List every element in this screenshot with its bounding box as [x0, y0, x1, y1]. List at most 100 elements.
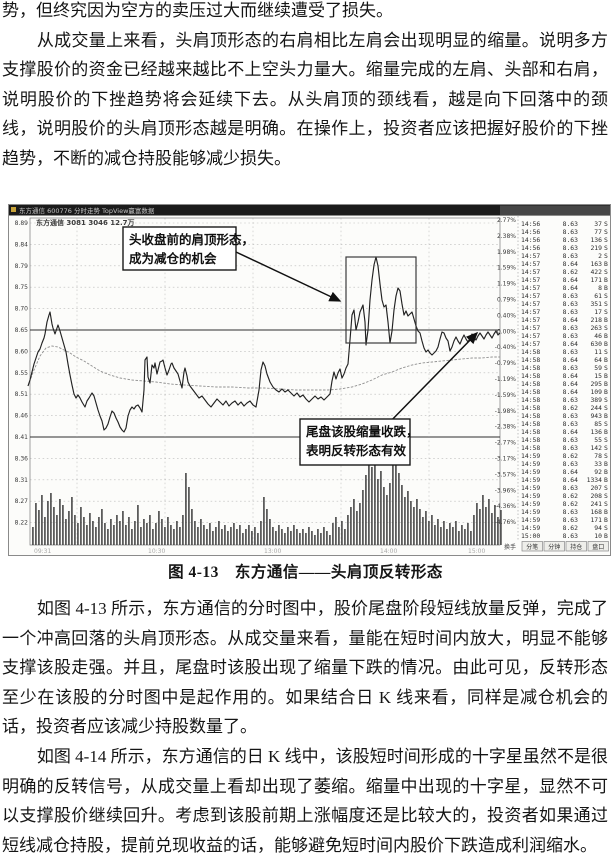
- price-tick-label: 8.22: [15, 520, 29, 527]
- price-tick-label: 8.60: [15, 348, 29, 355]
- trade-flag: B: [604, 460, 608, 468]
- volume-bar: [350, 507, 352, 545]
- trade-flag: S: [604, 492, 608, 500]
- volume-bar: [488, 499, 490, 545]
- trade-flag: S: [604, 244, 608, 252]
- volume-bar: [377, 479, 379, 545]
- volume-bar: [149, 515, 151, 545]
- trade-price: 8.63: [563, 444, 579, 452]
- volume-bar: [227, 531, 229, 545]
- trade-row: 14:57 8.63 46 B: [521, 332, 608, 340]
- trade-time: 14:57: [521, 332, 540, 340]
- volume-bar: [35, 503, 37, 545]
- trade-volume: 37: [594, 220, 602, 228]
- volume-bar: [266, 509, 268, 545]
- trade-volume: 85: [594, 420, 602, 428]
- time-axis: 09:31 10:30 13:00 14:00 15:00: [34, 548, 485, 555]
- trade-row: 14:59 8.63 207 S: [521, 484, 608, 492]
- left-price-axis: 8.89 8.84 8.79 8.75 8.70 8.65 8.60 8.55 8.51 8.46…: [15, 220, 29, 527]
- volume-bar: [335, 517, 337, 545]
- volume-bar: [317, 529, 319, 545]
- volume-bar: [311, 531, 313, 545]
- trade-price: 8.64: [563, 356, 579, 364]
- trade-price: 8.63: [563, 420, 579, 428]
- volume-bar: [305, 533, 307, 545]
- trade-row: 14:59 8.62 78 S: [521, 452, 608, 460]
- volume-bar: [74, 515, 76, 545]
- volume-bar: [164, 527, 166, 545]
- trade-volume: 630: [590, 340, 602, 348]
- trade-flag: S: [604, 404, 608, 412]
- annotation-arrow: [381, 331, 479, 431]
- trade-time: 14:59: [521, 452, 540, 460]
- stock-info-line: 东方通信 3081 3046 12.7万: [36, 218, 135, 227]
- volume-bar: [293, 525, 295, 545]
- annotation-text: 成为减仓的机会: [129, 251, 217, 266]
- volume-bar: [110, 519, 112, 545]
- titlebar-noise: [500, 205, 610, 215]
- volume-bar: [71, 497, 73, 545]
- volume-bar: [44, 517, 46, 545]
- annotation-text: 尾盘该股缩量收跌，: [306, 424, 419, 439]
- volume-bar: [62, 505, 64, 545]
- annotation-arrow: [235, 251, 342, 302]
- volume-bar: [122, 511, 124, 545]
- trade-volume: 219: [590, 244, 602, 252]
- volume-bar: [449, 523, 451, 545]
- volume-bar: [431, 515, 433, 545]
- volume-bar: [230, 527, 232, 545]
- volume-bar: [365, 475, 367, 545]
- window-titlebar: [9, 205, 610, 216]
- percent-tick-label: -3.96%: [495, 487, 517, 494]
- trade-time: 14:56: [521, 244, 540, 252]
- trade-price: 8.64: [563, 340, 579, 348]
- trade-time: 14:59: [521, 468, 540, 476]
- trade-row: 14:59 8.62 208 S: [521, 492, 608, 500]
- volume-bar: [98, 517, 100, 545]
- trade-time: 14:58: [521, 412, 540, 420]
- trade-time: 14:56: [521, 228, 540, 236]
- trade-volume: 136: [590, 428, 602, 436]
- trade-volume: 142: [590, 444, 602, 452]
- percent-tick-label: -3.17%: [495, 456, 517, 463]
- trade-price: 8.62: [563, 268, 579, 276]
- trade-row: 14:57 8.64 163 B: [521, 260, 608, 268]
- percent-tick-label: 0.40%: [497, 312, 516, 319]
- volume-bar: [359, 503, 361, 545]
- time-tick-label: 15:00: [468, 548, 485, 555]
- trade-flag: S: [604, 524, 608, 532]
- paragraph-volume-analysis: 从成交量上来看，头肩顶形态的右肩相比左肩会出现明显的缩量。说明多方支撑股价的资金…: [2, 30, 608, 168]
- volume-bar: [404, 497, 406, 545]
- volume-bar: [281, 529, 283, 545]
- trade-price: 8.64: [563, 276, 579, 284]
- volume-bar: [104, 523, 106, 545]
- volume-bar: [176, 521, 178, 545]
- trade-flag: S: [604, 444, 608, 452]
- trade-volume: 207: [590, 484, 602, 492]
- trade-price: 8.63: [563, 252, 579, 260]
- trade-volume: 46: [594, 332, 602, 340]
- bottom-text-block: 如图 4-13 所示，东方通信的分时图中，股价尾盘阶段短线放量反弹，完成了一个冲…: [2, 594, 608, 860]
- volume-bar: [353, 499, 355, 545]
- volume-bar: [425, 511, 427, 545]
- trade-price: 8.62: [563, 492, 579, 500]
- trade-row: 14:58 8.64 295 B: [521, 380, 608, 388]
- trade-row: 14:57 8.62 422 S: [521, 268, 608, 276]
- volume-bar: [332, 523, 334, 545]
- price-tick-label: 8.41: [15, 434, 29, 441]
- window-frame: [8, 204, 611, 556]
- volume-bar: [287, 527, 289, 545]
- trade-time: 14:58: [521, 396, 540, 404]
- volume-bar: [167, 517, 169, 545]
- volume-bar: [245, 529, 247, 545]
- volume-bar: [485, 507, 487, 545]
- percent-tick-label: 0.00%: [497, 328, 516, 335]
- volume-bar: [500, 510, 502, 545]
- trade-price: 8.63: [563, 484, 579, 492]
- volume-bar: [125, 525, 127, 545]
- annotation-box: [122, 226, 237, 271]
- volume-bar: [272, 527, 274, 545]
- volume-bar: [320, 533, 322, 545]
- volume-bar: [194, 521, 196, 545]
- volume-bar: [221, 529, 223, 545]
